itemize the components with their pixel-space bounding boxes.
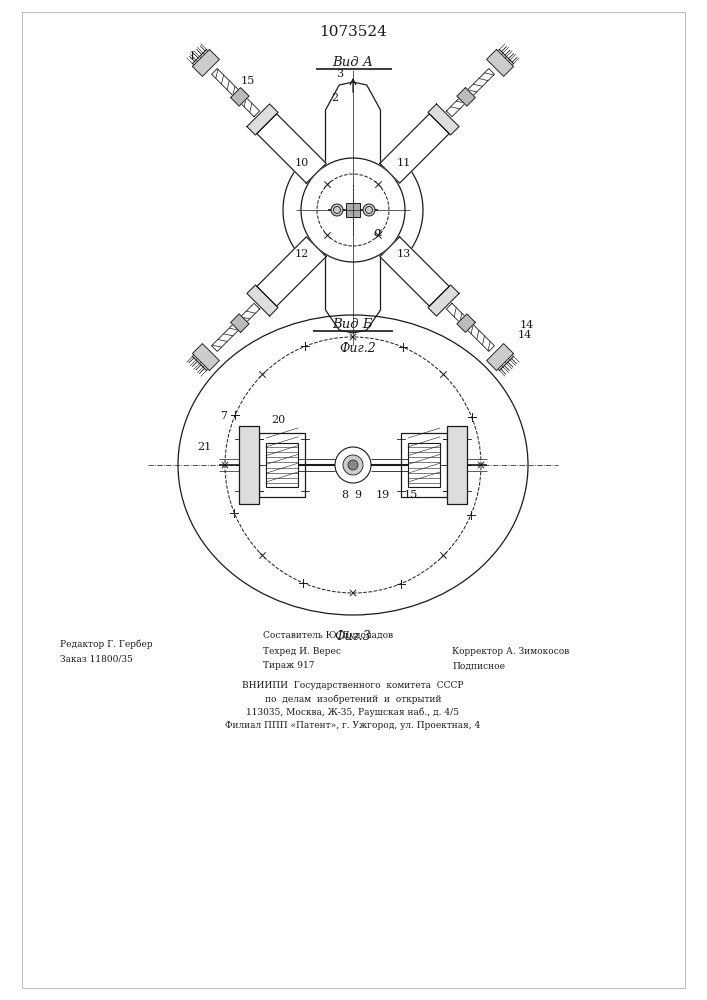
Text: 15: 15 (240, 76, 255, 86)
Circle shape (331, 204, 343, 216)
Polygon shape (247, 104, 278, 135)
Bar (346, 203, 360, 217)
Text: Подписное: Подписное (452, 662, 505, 670)
Bar (447, 426, 467, 504)
Polygon shape (457, 88, 475, 106)
Text: Тираж 917: Тираж 917 (263, 662, 315, 670)
Bar (239, 426, 259, 504)
Circle shape (348, 460, 358, 470)
Bar (401, 433, 447, 497)
Text: 7: 7 (221, 411, 228, 421)
Text: Техред И. Верес: Техред И. Верес (263, 647, 341, 656)
Text: 3: 3 (336, 69, 343, 79)
Text: 14: 14 (518, 330, 532, 340)
Bar (266, 443, 298, 487)
Circle shape (343, 455, 363, 475)
Polygon shape (428, 104, 459, 135)
Text: Корректор А. Зимокосов: Корректор А. Зимокосов (452, 647, 569, 656)
Text: Фиг.2: Фиг.2 (339, 342, 376, 355)
Ellipse shape (178, 315, 528, 615)
Circle shape (301, 158, 405, 262)
Text: 12: 12 (295, 249, 309, 259)
Text: Составитель Ю. Дудоладов: Составитель Ю. Дудоладов (263, 632, 393, 641)
Text: 21: 21 (197, 442, 211, 452)
Polygon shape (257, 114, 326, 183)
Text: 20: 20 (271, 415, 285, 425)
Text: 9: 9 (354, 490, 361, 500)
Polygon shape (486, 49, 513, 76)
Polygon shape (380, 114, 449, 183)
Text: по  делам  изобретений  и  открытий: по делам изобретений и открытий (264, 694, 441, 704)
Polygon shape (428, 285, 459, 316)
Text: 1073524: 1073524 (319, 25, 387, 39)
Bar (259, 433, 305, 497)
Text: 10: 10 (295, 158, 309, 168)
Polygon shape (486, 344, 513, 371)
Polygon shape (380, 237, 449, 306)
Polygon shape (230, 88, 249, 106)
Text: 2: 2 (331, 93, 338, 103)
Polygon shape (325, 82, 380, 190)
Text: Вид А: Вид А (332, 56, 373, 70)
Text: 19: 19 (376, 490, 390, 500)
Text: 8: 8 (341, 490, 349, 500)
Polygon shape (230, 314, 249, 332)
Text: 11: 11 (397, 158, 411, 168)
Circle shape (335, 447, 371, 483)
Text: ВНИИПИ  Государственного  комитета  СССР: ВНИИПИ Государственного комитета СССР (243, 682, 464, 690)
Text: 15: 15 (404, 490, 418, 500)
Circle shape (363, 204, 375, 216)
Polygon shape (257, 237, 326, 306)
Polygon shape (192, 344, 219, 371)
Text: 14: 14 (520, 320, 534, 330)
Polygon shape (247, 285, 278, 316)
Text: Филиал ППП «Патент», г. Ужгород, ул. Проектная, 4: Филиал ППП «Патент», г. Ужгород, ул. Про… (226, 720, 481, 730)
Text: Заказ 11800/35: Заказ 11800/35 (60, 654, 133, 664)
Polygon shape (457, 314, 475, 332)
Text: Фиг.3: Фиг.3 (334, 631, 371, 644)
Text: 1: 1 (189, 51, 196, 61)
Text: 113035, Москва, Ж-35, Раушская наб., д. 4/5: 113035, Москва, Ж-35, Раушская наб., д. … (247, 707, 460, 717)
Polygon shape (192, 49, 219, 76)
Polygon shape (380, 161, 423, 259)
Text: 13: 13 (397, 249, 411, 259)
Polygon shape (325, 230, 380, 333)
Text: α: α (374, 226, 382, 238)
Polygon shape (283, 161, 325, 259)
Text: Редактор Г. Гербер: Редактор Г. Гербер (60, 639, 153, 649)
Text: Вид Б: Вид Б (333, 318, 373, 332)
Bar (408, 443, 440, 487)
